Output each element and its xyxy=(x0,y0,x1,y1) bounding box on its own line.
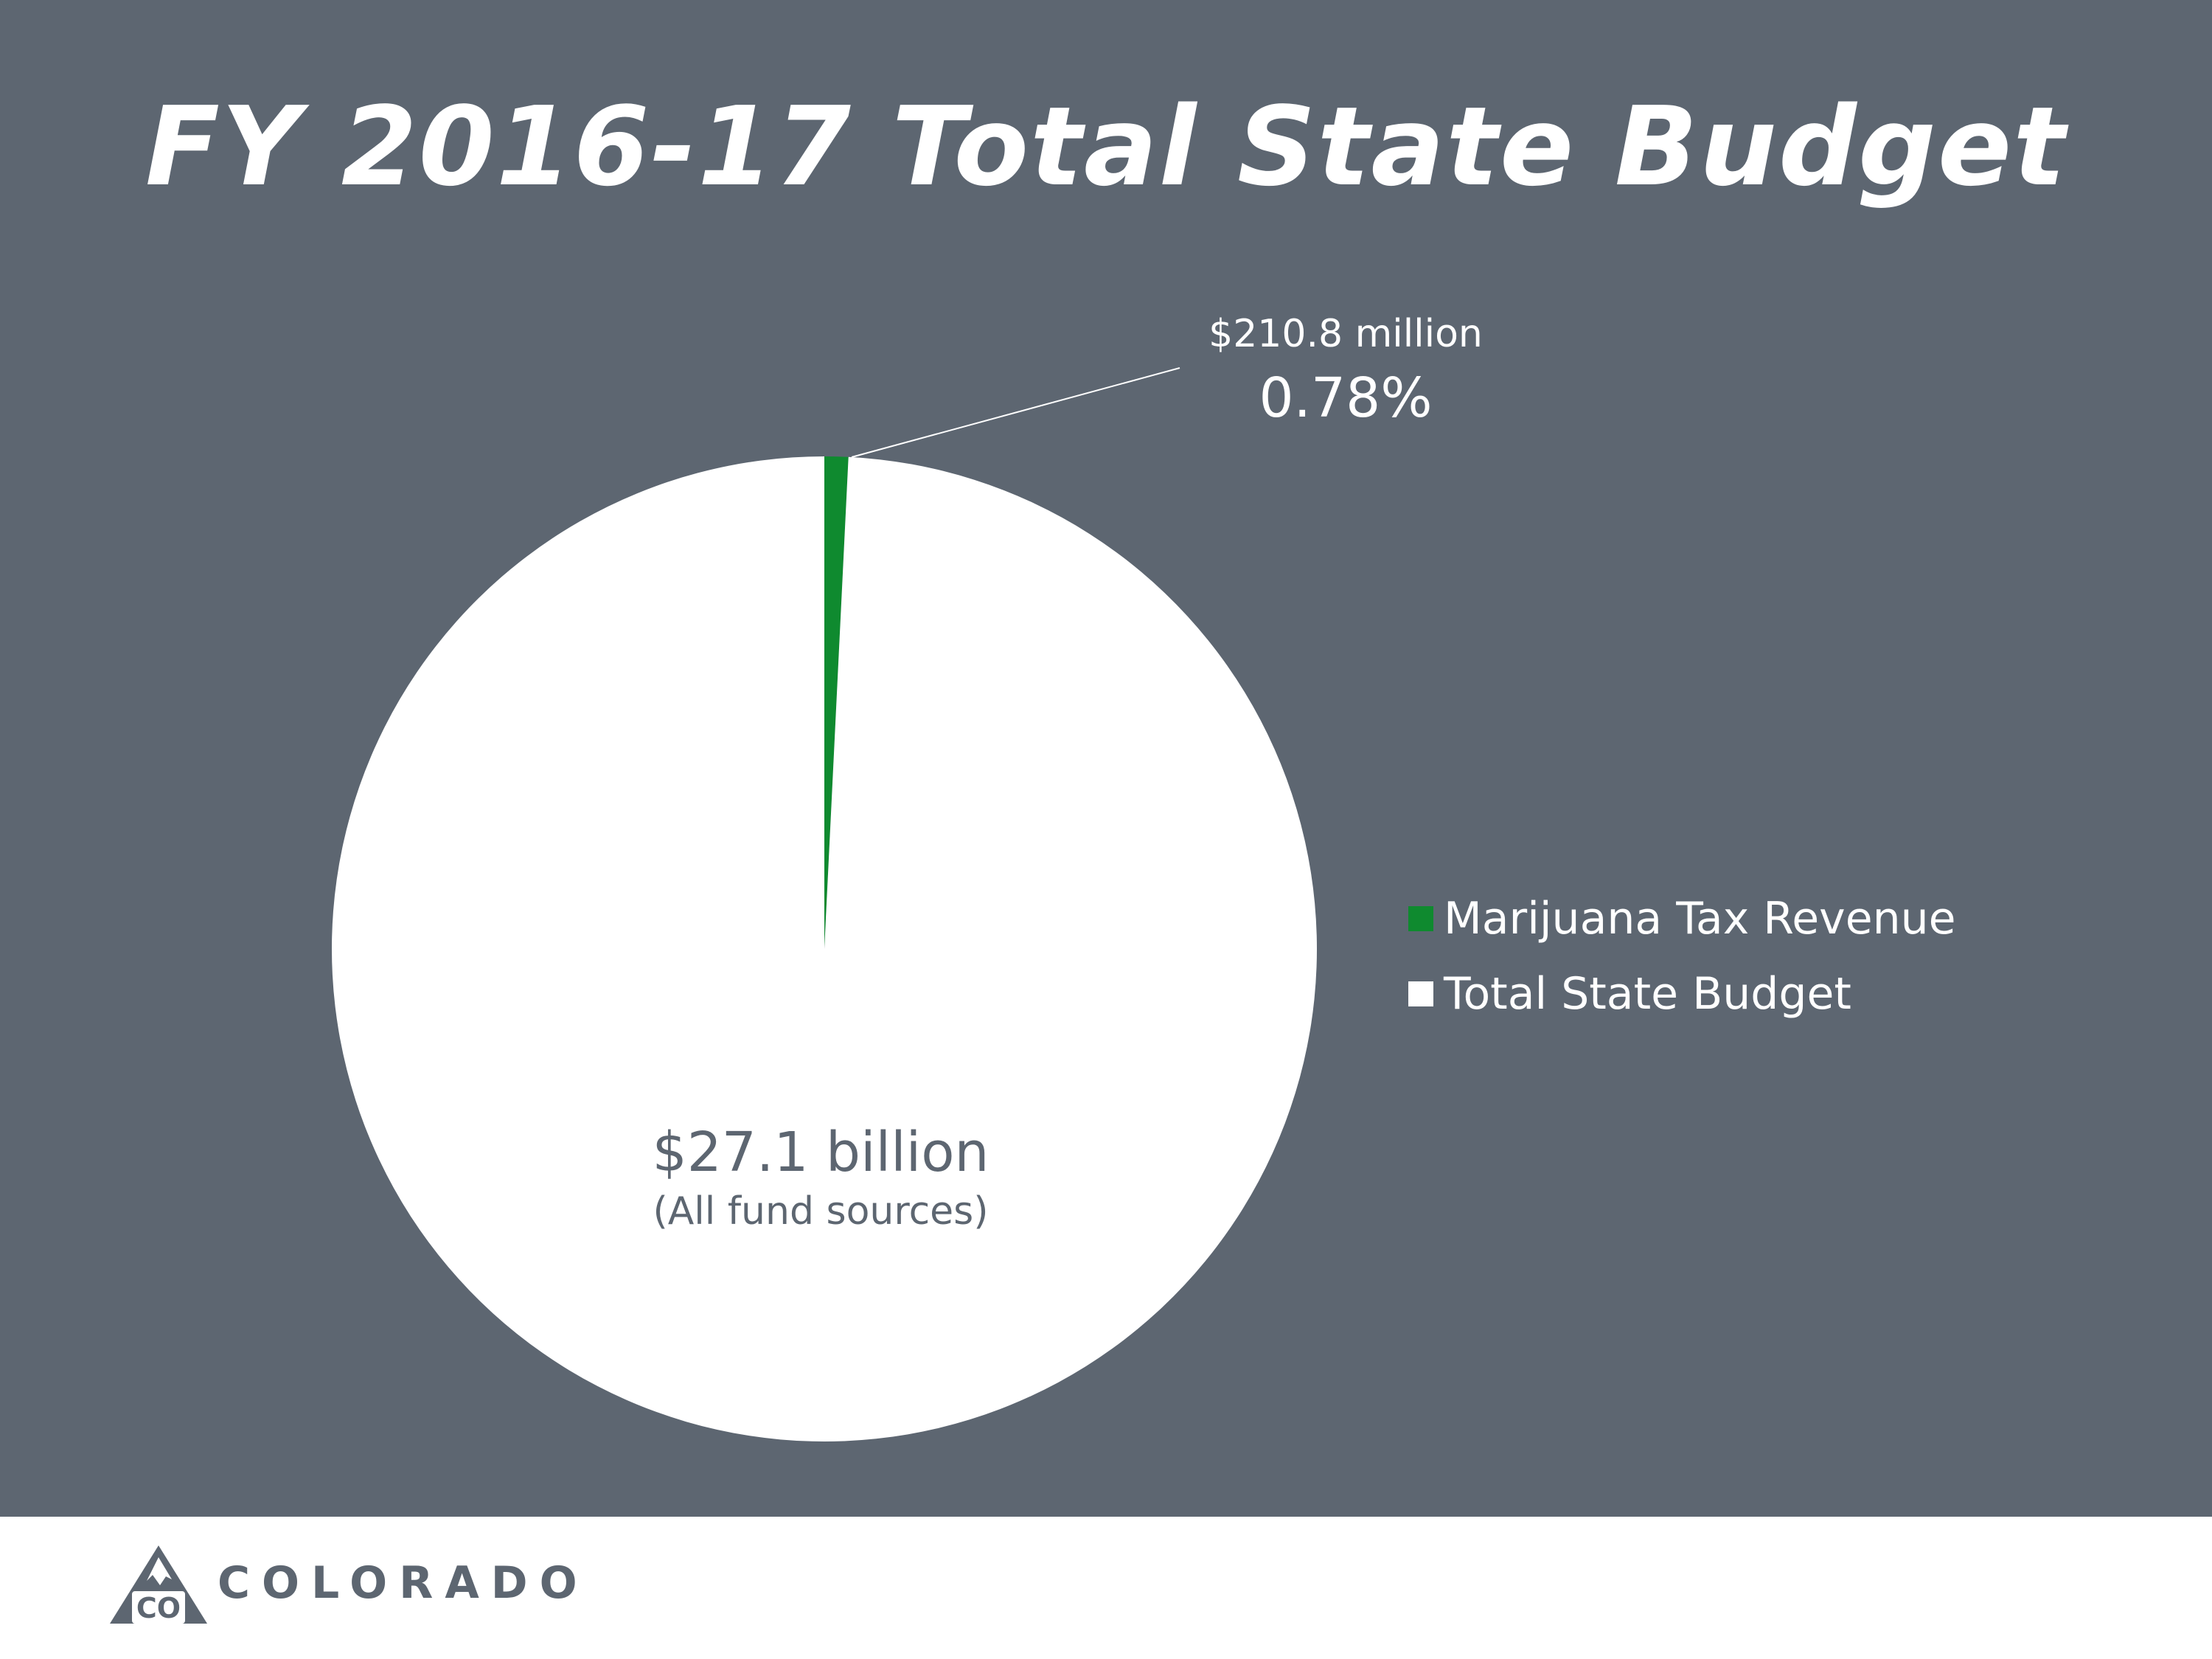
legend-label-budget: Total State Budget xyxy=(1444,968,1851,1020)
pie-chart: $210.8 million 0.78% $27.1 billion (All … xyxy=(332,312,1483,1441)
pie-slices xyxy=(332,456,1318,1441)
legend-swatch-budget xyxy=(1408,981,1433,1006)
budget-amount-label: $27.1 billion xyxy=(653,1121,990,1184)
legend-item-marijuana: Marijuana Tax Revenue xyxy=(1408,881,1956,956)
logo-badge-text: CO xyxy=(136,1592,181,1624)
marijuana-amount-label: $210.8 million xyxy=(1208,312,1483,356)
leader-line xyxy=(851,367,1180,458)
legend: Marijuana Tax Revenue Total State Budget xyxy=(1408,881,1956,1032)
chart-title: FY 2016-17 Total State Budget xyxy=(145,83,2067,210)
logo-wordmark: COLORADO xyxy=(218,1557,589,1609)
colorado-mountain-logo-icon: CO xyxy=(110,1545,207,1624)
marijuana-percent-label: 0.78% xyxy=(1259,366,1432,430)
pie-slice-budget xyxy=(332,456,1318,1441)
budget-note-label: (All fund sources) xyxy=(653,1189,988,1234)
legend-swatch-marijuana xyxy=(1408,906,1433,931)
legend-item-budget: Total State Budget xyxy=(1408,956,1956,1032)
pie-slice-marijuana xyxy=(824,456,849,949)
footer xyxy=(0,1517,2212,1659)
legend-label-marijuana: Marijuana Tax Revenue xyxy=(1444,893,1956,945)
